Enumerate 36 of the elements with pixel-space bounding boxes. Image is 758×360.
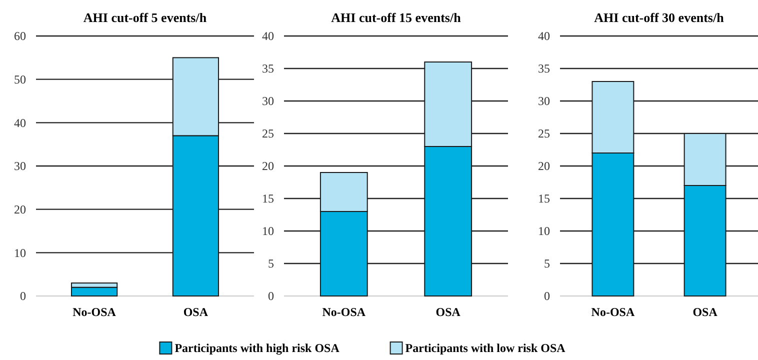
y-tick-label: 30 <box>538 94 550 108</box>
x-tick-label: OSA <box>436 305 461 319</box>
y-tick-label: 60 <box>14 29 26 44</box>
y-tick-label: 0 <box>20 289 26 304</box>
y-tick-label: 10 <box>262 224 274 238</box>
y-tick-label: 35 <box>262 62 274 76</box>
x-tick-label: OSA <box>183 305 208 319</box>
y-tick-label: 25 <box>538 126 550 141</box>
y-tick-label: 50 <box>14 72 26 87</box>
x-tick-label: No-OSA <box>322 305 366 319</box>
y-tick-label: 20 <box>538 159 550 174</box>
y-tick-label: 35 <box>538 62 550 76</box>
legend-label: Participants with low risk OSA <box>405 341 566 356</box>
legend-label: Participants with high risk OSA <box>174 341 340 356</box>
y-tick-label: 40 <box>538 29 550 44</box>
y-tick-label: 15 <box>262 192 274 206</box>
y-tick-label: 20 <box>262 159 274 174</box>
chart-title: AHI cut-off 5 events/h <box>83 10 208 25</box>
y-tick-label: 40 <box>14 116 26 130</box>
chart-title: AHI cut-off 30 events/h <box>594 10 725 25</box>
y-tick-label: 30 <box>262 94 274 108</box>
x-tick-label: OSA <box>692 305 718 319</box>
y-tick-label: 40 <box>262 29 274 44</box>
y-tick-label: 0 <box>268 289 274 304</box>
y-tick-label: 20 <box>14 202 26 217</box>
y-tick-label: 30 <box>14 159 26 174</box>
y-tick-label: 5 <box>544 256 550 271</box>
y-tick-label: 10 <box>14 246 26 260</box>
y-tick-label: 0 <box>544 289 550 304</box>
x-tick-label: No-OSA <box>72 305 116 319</box>
y-tick-label: 25 <box>262 126 274 141</box>
x-tick-label: No-OSA <box>591 305 635 319</box>
y-tick-label: 15 <box>538 192 550 206</box>
chart-title: AHI cut-off 15 events/h <box>331 10 462 25</box>
y-tick-label: 10 <box>538 224 550 238</box>
y-tick-label: 5 <box>268 256 274 271</box>
